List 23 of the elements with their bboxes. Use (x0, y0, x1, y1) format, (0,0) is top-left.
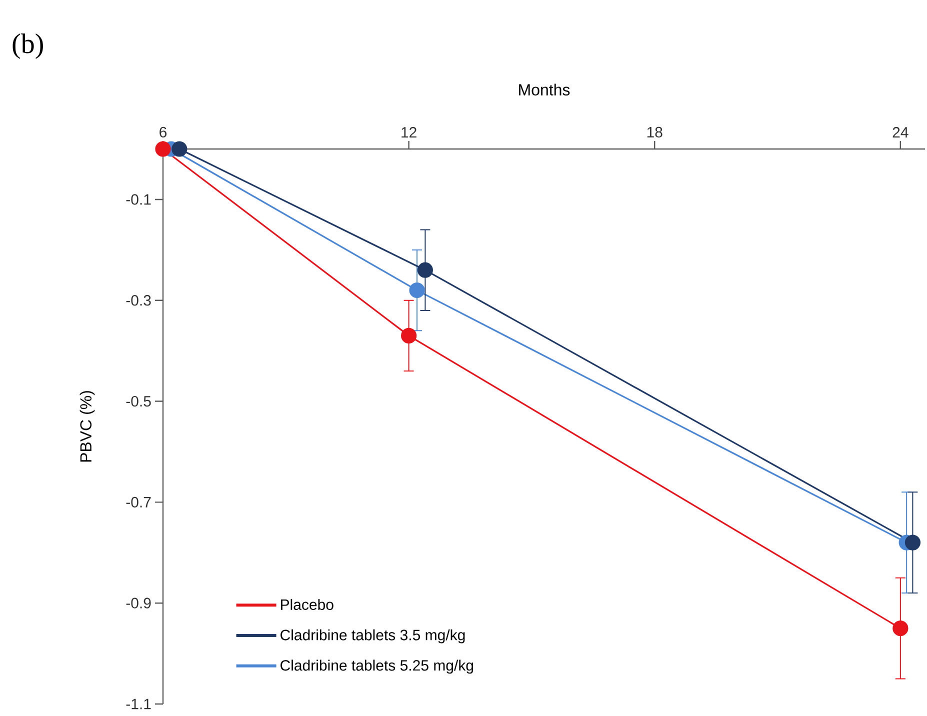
x-tick-label: 6 (160, 126, 167, 138)
text: (b) (12, 34, 43, 59)
point (904, 534, 921, 550)
x-axis-title: Months (519, 84, 570, 96)
point (409, 282, 425, 298)
point (417, 262, 433, 278)
y-tick-label: -0.9 (126, 598, 151, 608)
x-tick-label: 12 (402, 127, 416, 138)
legend-label: Cladribine tablets 5.25 mg/kg (280, 660, 474, 674)
point (401, 328, 417, 344)
x-tick-label: 18 (647, 126, 662, 138)
y-tick-label: -0.5 (126, 396, 151, 407)
y-tick-label: -0.3 (126, 295, 151, 306)
point (892, 620, 908, 636)
legend-label: Placebo (281, 598, 334, 610)
point (172, 141, 188, 157)
y-tick-label: -1.1 (126, 698, 151, 710)
y-axis-title: PBVC (%) (80, 391, 95, 462)
x-tick-label: 24 (892, 127, 908, 138)
legend-label: Cladribine tablets 3.5 mg/kg (280, 629, 465, 644)
point (155, 141, 171, 157)
y-tick-label: -0.1 (126, 194, 151, 205)
y-tick-label: -0.7 (126, 496, 151, 508)
